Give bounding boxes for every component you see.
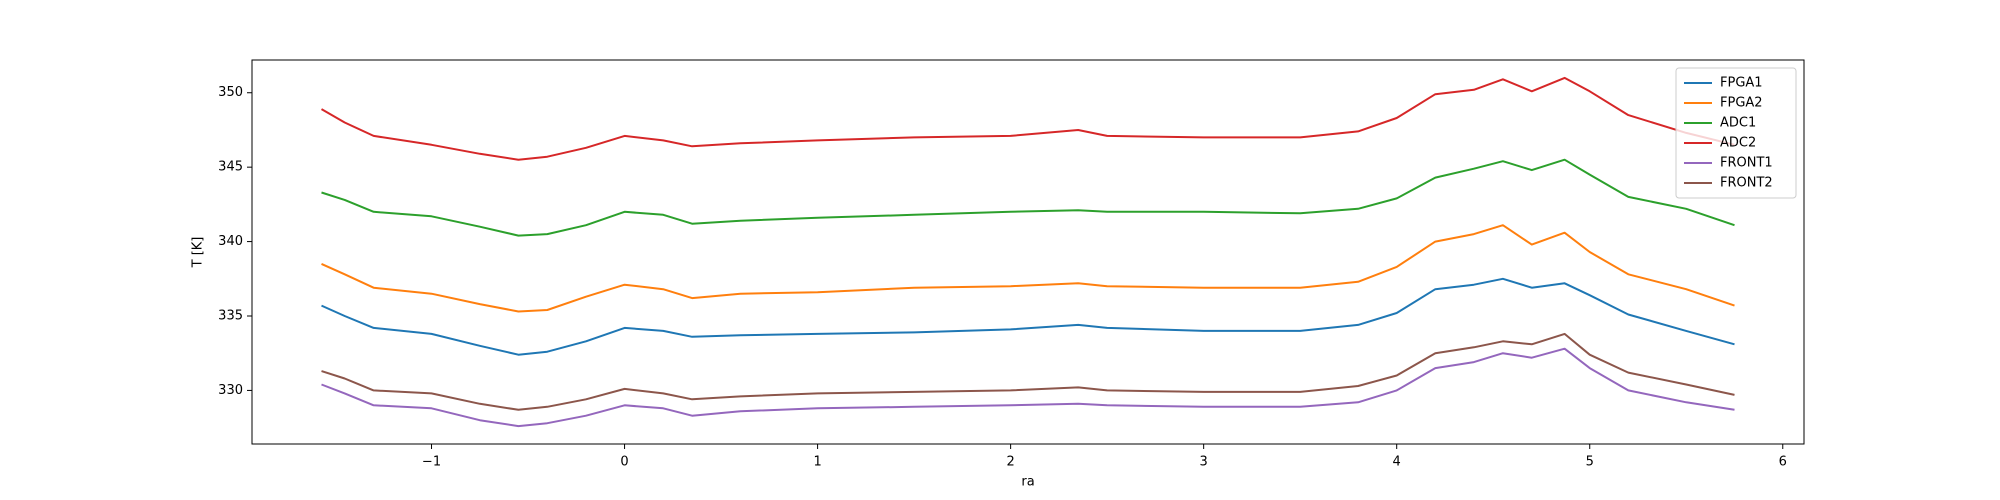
y-tick-label: 345 — [218, 160, 243, 175]
series-line — [321, 158, 1735, 237]
y-tick-label: 330 — [218, 383, 243, 398]
x-axis-label: ra — [1021, 475, 1034, 490]
legend: FPGA1 FPGA2 ADC1 ADC2 FRONT1 FRONT2 — [1675, 67, 1797, 199]
plot-frame — [251, 59, 1805, 445]
y-tick-label: 340 — [218, 234, 243, 249]
series-line — [321, 347, 1735, 428]
series-line — [321, 332, 1735, 411]
legend-label: FPGA2 — [1720, 96, 1763, 111]
series-line — [320, 76, 1735, 161]
x-tick-label: −1 — [422, 455, 441, 470]
x-tick-label: 2 — [1006, 455, 1014, 470]
x-tick-label: 6 — [1779, 455, 1787, 470]
legend-label: FRONT2 — [1720, 176, 1773, 191]
x-tick-label: 1 — [813, 455, 821, 470]
series-line — [321, 277, 1735, 356]
x-tick-label: 0 — [620, 455, 628, 470]
y-tick-label: 335 — [218, 309, 243, 324]
x-tick-label: 3 — [1200, 455, 1208, 470]
legend-label: FRONT1 — [1720, 156, 1773, 171]
legend-label: FPGA1 — [1720, 76, 1763, 91]
series-line — [321, 224, 1735, 313]
y-axis-label: T [K] — [191, 237, 206, 269]
x-tick-label: 5 — [1586, 455, 1594, 470]
y-tick-label: 350 — [218, 85, 243, 100]
legend-label: ADC2 — [1720, 136, 1756, 151]
legend-box — [1675, 67, 1797, 199]
x-tick-label: 4 — [1393, 455, 1401, 470]
legend-label: ADC1 — [1720, 116, 1756, 131]
